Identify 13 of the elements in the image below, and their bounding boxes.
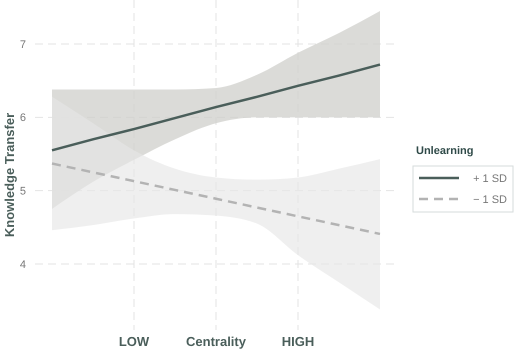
line-series	[50, 162, 382, 236]
line-series	[50, 63, 382, 152]
legend-title: Unlearning	[416, 145, 474, 157]
y-tick-label: 7	[20, 38, 26, 51]
x-tick-label: HIGH	[282, 334, 314, 349]
y-axis-title: Knowledge Transfer	[2, 112, 17, 238]
legend-label: − 1 SD	[473, 194, 508, 206]
y-tick-label: 4	[20, 258, 26, 271]
y-tick-label: 5	[20, 186, 26, 198]
y-tick-label: 6	[20, 112, 26, 124]
legend-label: + 1 SD	[473, 172, 508, 185]
x-tick-label: Centrality	[186, 334, 247, 349]
x-tick-label: LOW	[118, 334, 150, 349]
